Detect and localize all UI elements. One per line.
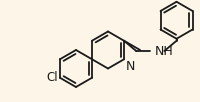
Text: N: N: [126, 60, 135, 73]
Text: NH: NH: [154, 45, 173, 58]
Text: Cl: Cl: [46, 71, 58, 84]
